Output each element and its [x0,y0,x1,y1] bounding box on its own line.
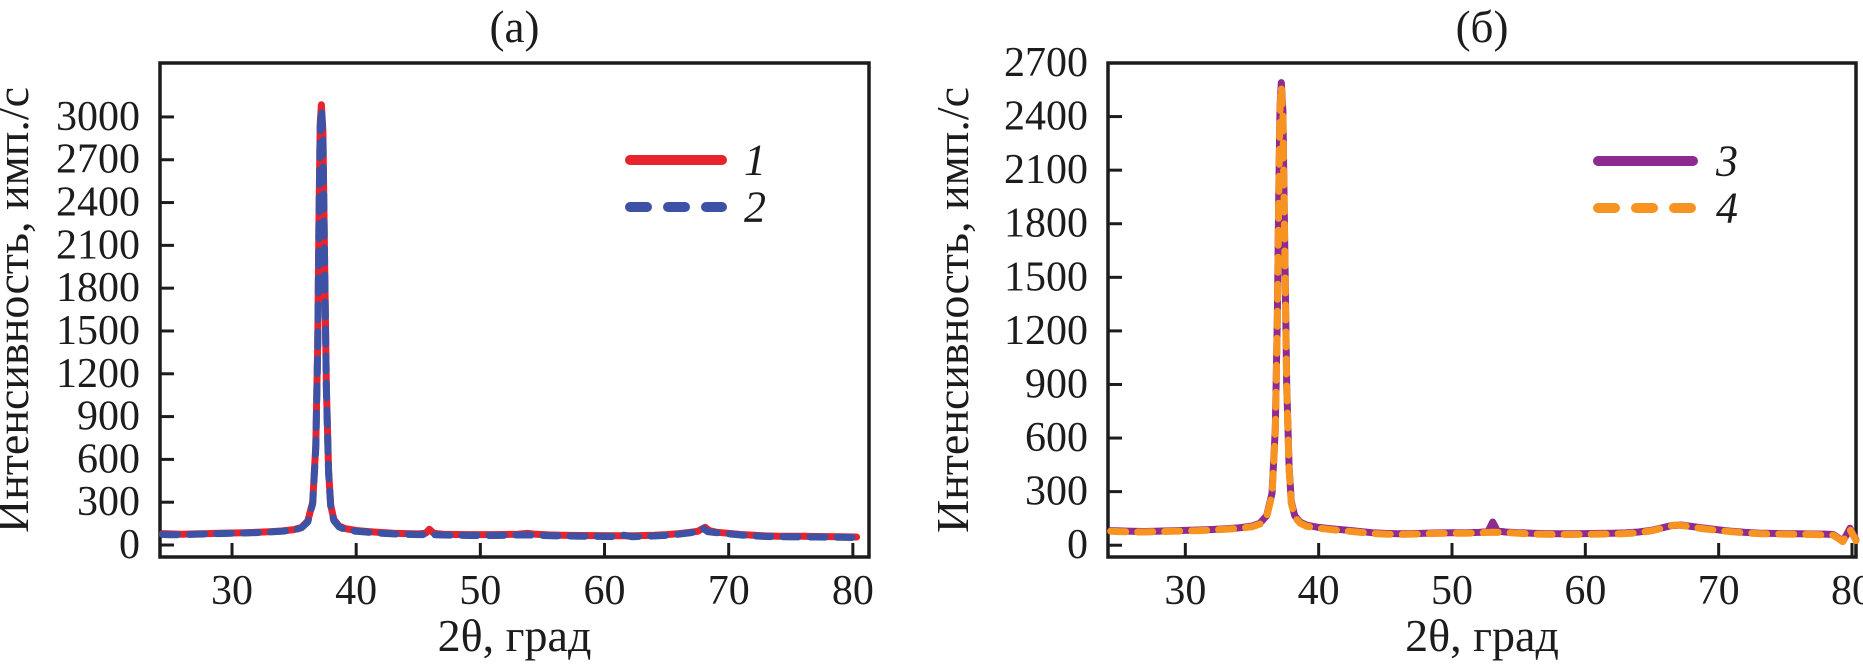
x-tick-label: 40 [335,568,377,614]
panel-a: 30 40 50 60 70 80 0 300 600 900 1200 1500 1800 2100 24… [0,0,930,666]
x-tick-label: 50 [459,568,501,614]
x-tick-label: 80 [1831,568,1863,614]
xrd-chart-panel-a: 30 40 50 60 70 80 0300600900120015001800210024… [0,2,874,661]
y-tick-label: 300 [77,479,140,525]
x-tick-label: 50 [1431,568,1473,614]
y-tick-label: 2700 [1004,40,1088,86]
y-tick-label: 3000 [56,94,140,140]
y-tick-label: 1200 [56,351,140,397]
panel-title: (б) [1456,2,1509,52]
y-axis-title: Интенсивность, имп./с [927,87,978,533]
y-tick-label: 2400 [1004,94,1088,140]
y-tick-label: 0 [119,522,140,568]
legend-label-1: 1 [744,136,766,185]
y-tick-label: 2100 [1004,147,1088,193]
series-line-3 [1107,79,1860,545]
x-tick-label: 30 [211,568,253,614]
y-tick-label: 900 [77,394,140,440]
x-tick-label: 40 [1298,568,1340,614]
y-axis-title: Интенсивность, имп./с [0,87,38,533]
xrd-chart-panel-b: 30 40 50 60 70 80 0 300 600 900 1200 1500 1800 2100 24… [927,2,1863,661]
y-tick-label: 1500 [56,308,140,354]
x-tick-label: 60 [1564,568,1606,614]
y-tick-label: 600 [1025,415,1088,461]
plot-frame [1106,61,1858,559]
y-tick-label: 300 [1025,469,1088,515]
legend-label-2: 2 [744,183,766,232]
x-tick-label: 70 [708,568,750,614]
x-tick-label: 80 [832,568,874,614]
panel-title: (а) [490,2,540,52]
plot-frame [158,61,871,559]
legend-label-3: 3 [1715,137,1738,186]
y-tick-label: 2100 [56,222,140,268]
y-tick-label: 0 [1067,522,1088,568]
y-tick-label: 1200 [1004,308,1088,354]
y-tick-label: 1500 [1004,254,1088,300]
panel-b: 30 40 50 60 70 80 0 300 600 900 1200 1500 1800 2100 24… [927,0,1863,666]
y-tick-label: 2700 [56,137,140,183]
x-axis-title: 2θ, град [438,610,592,661]
x-tick-label: 30 [1164,568,1206,614]
series-line-2 [159,104,861,542]
x-axis-title: 2θ, град [1405,610,1559,661]
series-line-4 [1107,82,1860,546]
y-tick-label: 600 [77,436,140,482]
y-tick-label: 2400 [56,180,140,226]
y-tick-label: 1800 [1004,201,1088,247]
y-tick-label: 1800 [56,265,140,311]
x-tick-label: 70 [1698,568,1740,614]
legend-label-4: 4 [1716,184,1738,233]
x-tick-label: 60 [584,568,626,614]
y-tick-label: 900 [1025,361,1088,407]
